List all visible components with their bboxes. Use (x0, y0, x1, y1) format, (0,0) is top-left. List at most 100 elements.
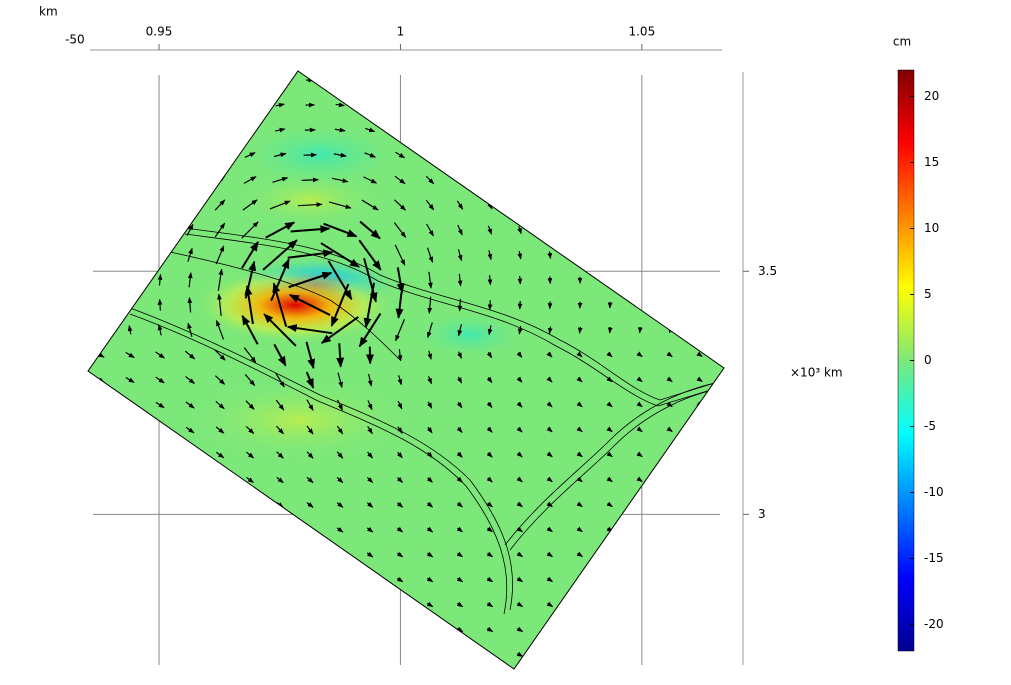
arrow (127, 176, 133, 184)
arrow (305, 341, 316, 370)
arrow (456, 551, 464, 558)
arrow (367, 451, 373, 459)
arrow (95, 427, 105, 433)
arrow (366, 651, 374, 658)
arrow (336, 502, 344, 508)
arrow (516, 651, 524, 658)
arrow (126, 126, 133, 134)
arrow (336, 601, 344, 608)
arrow (276, 476, 284, 484)
arrow (96, 477, 105, 483)
arrow (276, 451, 284, 459)
arrow (96, 552, 105, 558)
x-fragment: -50 (65, 33, 85, 47)
arrow (666, 651, 674, 657)
arrow (666, 576, 673, 582)
arrow (516, 426, 523, 433)
arrow (546, 76, 553, 83)
arrow (330, 283, 350, 327)
arrow (216, 477, 225, 483)
arrow (546, 476, 553, 483)
arrow (576, 351, 583, 358)
arrow (457, 324, 463, 337)
arrow (335, 102, 345, 108)
arrow (97, 201, 102, 209)
arrow (242, 199, 258, 211)
arrow (244, 285, 254, 325)
arrow (367, 400, 373, 411)
arrow (185, 376, 195, 384)
arrow (96, 176, 103, 184)
arrow (96, 627, 104, 633)
arrow (607, 251, 613, 259)
arrow (486, 76, 493, 83)
arrow (456, 626, 464, 633)
arrow (126, 77, 133, 84)
arrow (606, 126, 612, 133)
arrow (241, 221, 259, 239)
arrow (363, 282, 376, 329)
arrow (306, 425, 314, 435)
arrow (666, 626, 674, 632)
arrow (366, 77, 375, 82)
arrow (97, 325, 103, 334)
arrow (456, 526, 463, 533)
arrow (187, 247, 193, 262)
arrow (667, 252, 673, 259)
arrow (666, 151, 672, 158)
arrow (126, 627, 134, 633)
arrow (186, 102, 194, 108)
arrow (127, 200, 133, 209)
arrow (276, 602, 284, 608)
arrow (216, 652, 224, 658)
arrow (546, 126, 553, 134)
arrow (246, 652, 254, 658)
arrow (576, 551, 583, 558)
arrow (636, 176, 642, 184)
arrow (216, 552, 224, 558)
arrow (336, 451, 344, 459)
arrow (274, 127, 286, 133)
arrow (636, 451, 643, 458)
arrow (456, 501, 463, 508)
arrow (246, 577, 254, 583)
colorbar-tick-label: -10 (924, 485, 944, 499)
arrow (215, 245, 225, 265)
arrow (273, 343, 287, 367)
arrow (155, 376, 165, 384)
arrow (546, 176, 552, 184)
arrow (306, 502, 314, 508)
arrow (636, 201, 642, 209)
arrow (456, 200, 464, 210)
arrow (336, 343, 345, 368)
arrow (516, 451, 523, 458)
arrow (696, 651, 704, 657)
arrow (426, 576, 434, 583)
arrow (359, 220, 381, 240)
y-tick-label: 3 (758, 507, 766, 521)
arrow (696, 576, 703, 582)
arrow (576, 426, 583, 433)
arrow (456, 401, 463, 409)
arrow (246, 602, 254, 608)
arrow (666, 126, 672, 133)
arrow (187, 297, 193, 313)
arrow (547, 326, 553, 335)
arrow (516, 151, 523, 159)
arrow (696, 451, 703, 458)
arrow (576, 126, 583, 133)
arrow (157, 273, 163, 286)
arrow (125, 402, 135, 408)
arrow (486, 576, 494, 583)
arrow (576, 76, 583, 83)
arrow (636, 476, 643, 483)
arrow (696, 526, 703, 532)
arrow (272, 282, 288, 327)
arrow (576, 576, 583, 583)
arrow (187, 322, 193, 337)
arrow (276, 577, 284, 583)
arrow (214, 349, 226, 361)
arrow (427, 296, 433, 314)
arrow (331, 177, 349, 183)
arrow (516, 576, 524, 583)
